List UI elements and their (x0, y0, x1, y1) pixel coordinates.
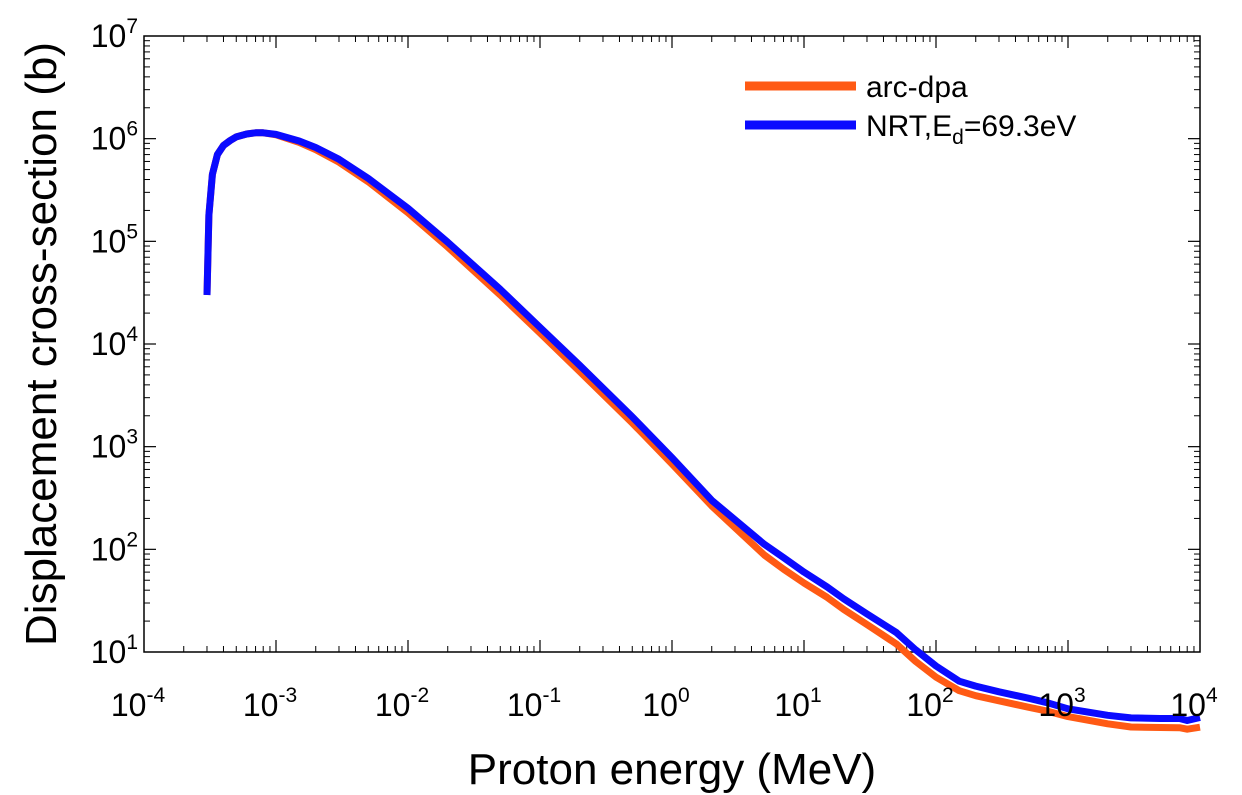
x-tick-label: 101 (774, 684, 821, 723)
y-tick-label-base: 10 (91, 223, 127, 259)
y-tick-label-exponent: 6 (126, 118, 138, 141)
x-tick-label-base: 10 (642, 687, 678, 723)
y-tick-label-base: 10 (91, 121, 127, 157)
x-tick-label: 10-1 (507, 684, 561, 723)
x-tick-label: 104 (1170, 684, 1218, 723)
x-tick-label-exponent: -4 (146, 684, 165, 707)
y-tick-label-exponent: 3 (126, 426, 138, 449)
y-tick-label-exponent: 4 (126, 323, 138, 346)
x-tick-label: 10-2 (375, 684, 429, 723)
y-tick-label-exponent: 5 (126, 220, 138, 243)
y-tick-label: 102 (91, 528, 138, 567)
y-tick-label-exponent: 7 (126, 15, 138, 38)
x-tick-label-base: 10 (111, 687, 147, 723)
x-tick-label-base: 10 (906, 687, 942, 723)
y-tick-label: 103 (91, 426, 138, 465)
x-tick-label-exponent: 2 (942, 684, 954, 707)
series-lines (203, 129, 1201, 733)
y-tick-label-base: 10 (91, 326, 127, 362)
minor-ticks (144, 36, 1200, 652)
x-tick-label-exponent: -3 (278, 684, 297, 707)
y-tick-label-base: 10 (91, 18, 127, 54)
legend-label-nrt-tail: =69.3eV (964, 110, 1077, 143)
legend: arc-dpa NRT,Ed=69.3eV (745, 71, 1076, 149)
legend-label-nrt-sub: d (952, 126, 964, 149)
y-tick-label: 105 (91, 220, 138, 259)
x-tick-labels: 10-4 10-3 10-2 10-1 100 101 102 103 104 (111, 684, 1218, 723)
x-tick-label: 102 (906, 684, 953, 723)
x-tick-label-base: 10 (1038, 687, 1074, 723)
x-tick-label-base: 10 (375, 687, 411, 723)
x-tick-label: 103 (1038, 684, 1085, 723)
y-tick-label: 104 (91, 323, 139, 362)
x-tick-label-exponent: 0 (678, 684, 690, 707)
y-axis-label: Displacement cross-section (b) (17, 42, 66, 646)
legend-label-nrt: NRT,Ed=69.3eV (866, 110, 1076, 149)
x-tick-label-base: 10 (243, 687, 279, 723)
x-tick-label-exponent: -2 (410, 684, 429, 707)
major-ticks (144, 36, 1200, 652)
y-tick-label-base: 10 (91, 429, 127, 465)
y-tick-label-exponent: 2 (126, 528, 138, 551)
x-tick-label: 100 (642, 684, 689, 723)
y-tick-label-base: 10 (91, 531, 127, 567)
legend-label-arc-dpa: arc-dpa (866, 71, 968, 104)
legend-label-nrt-main: NRT,E (866, 110, 952, 143)
x-tick-label-exponent: 3 (1074, 684, 1086, 707)
x-tick-label-base: 10 (507, 687, 543, 723)
x-tick-label: 10-3 (243, 684, 297, 723)
x-tick-label-base: 10 (1170, 687, 1206, 723)
x-tick-label-exponent: -1 (542, 684, 561, 707)
y-tick-label: 106 (91, 118, 138, 157)
series-line-nrt (203, 129, 1201, 724)
y-tick-label: 107 (91, 15, 138, 54)
x-tick-label-base: 10 (774, 687, 810, 723)
y-tick-label-base: 10 (91, 634, 127, 670)
x-tick-label-exponent: 4 (1206, 684, 1218, 707)
x-axis-label: Proton energy (MeV) (468, 745, 876, 794)
x-tick-label: 10-4 (111, 684, 166, 723)
series-line-arc-dpa (203, 129, 1201, 733)
y-tick-label-exponent: 1 (126, 631, 138, 654)
y-tick-label: 101 (91, 631, 138, 670)
x-tick-label-exponent: 1 (810, 684, 822, 707)
